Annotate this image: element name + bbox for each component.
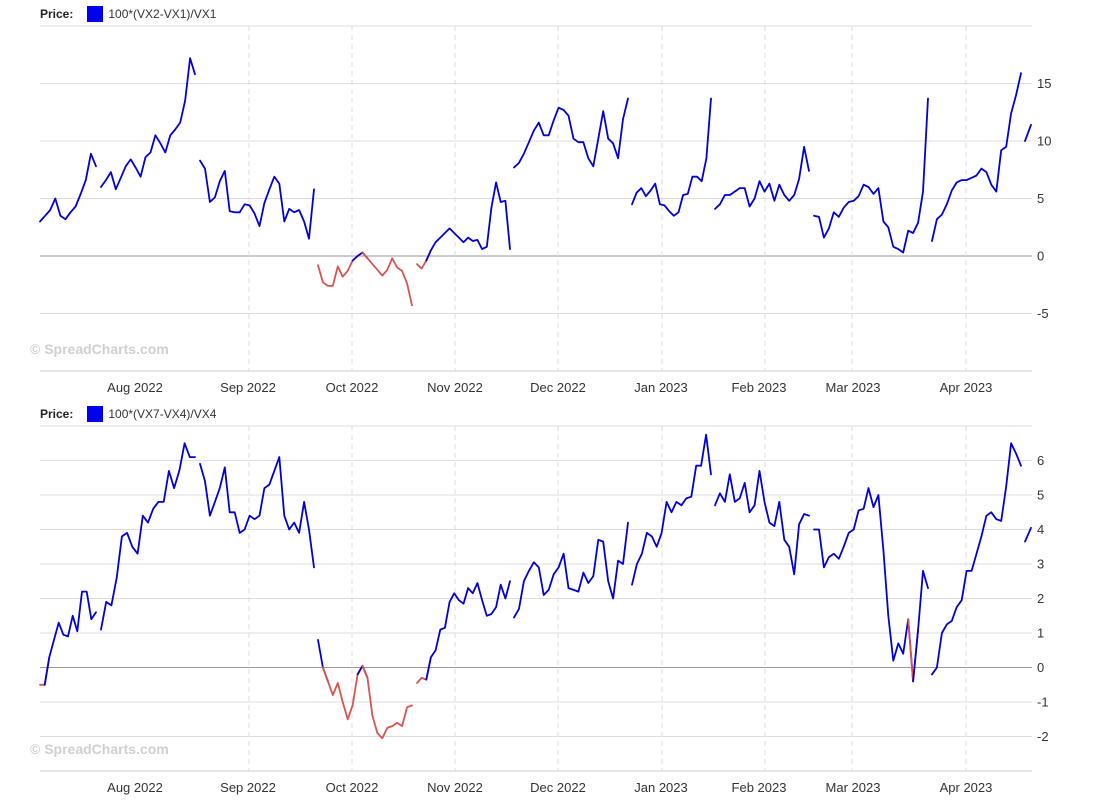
negative-segment [361, 251, 413, 307]
negative-segment [361, 664, 413, 740]
positive-segment [1024, 124, 1032, 142]
positive-segment [513, 521, 629, 619]
x-tick-label: Jan 2023 [634, 780, 688, 795]
positive-segment [631, 433, 712, 586]
positive-segment [813, 97, 929, 254]
y-tick-label: 5 [1037, 488, 1044, 503]
price-label: Price: [40, 407, 74, 421]
y-tick-label: 2 [1037, 591, 1044, 606]
positive-segment [931, 442, 1022, 676]
positive-segment [199, 456, 315, 569]
chart-panel-top: Price: 100*(VX2-VX1)/VX1 © SpreadCharts.… [30, 6, 1051, 395]
x-tick-label: Sep 2022 [220, 380, 276, 395]
series-line [39, 57, 1032, 307]
x-tick-label: Sep 2022 [220, 780, 276, 795]
x-tick-label: Mar 2023 [826, 380, 881, 395]
y-tick-label: 0 [1037, 660, 1044, 675]
y-tick-label: -1 [1037, 695, 1049, 710]
positive-segment [513, 97, 629, 169]
y-tick-label: 10 [1037, 134, 1051, 149]
negative-segment [321, 664, 364, 721]
series-line [39, 433, 1032, 740]
line-chart: © SpreadCharts.com -2 -1 0 1 2 3 4 5 6 Aug 2022 Sep… [30, 425, 1049, 795]
positive-segment [199, 159, 315, 240]
negative-segment [317, 255, 359, 287]
y-tick-label: 0 [1037, 249, 1044, 264]
positive-segment [100, 442, 196, 631]
positive-segment [813, 487, 914, 683]
positive-segment [912, 569, 929, 683]
x-tick-label: Dec 2022 [530, 780, 586, 795]
positive-segment [631, 97, 712, 217]
y-tick-label: 15 [1037, 76, 1051, 91]
x-tick-label: Feb 2023 [732, 780, 787, 795]
positive-segment [425, 580, 511, 681]
positive-segment [100, 57, 196, 191]
x-tick-label: Apr 2023 [940, 780, 993, 795]
y-tick-label: 6 [1037, 453, 1044, 468]
y-tick-label: 3 [1037, 557, 1044, 572]
x-tick-label: Oct 2022 [326, 780, 379, 795]
x-tick-label: Dec 2022 [530, 380, 586, 395]
series-color-swatch [87, 406, 104, 422]
x-tick-label: Mar 2023 [826, 780, 881, 795]
series-name: 100*(VX7-VX4)/VX4 [108, 407, 217, 421]
line-chart: © SpreadCharts.com -5 0 5 10 15 Aug 2022 Sep 20… [30, 25, 1051, 395]
positive-segment [1024, 526, 1032, 543]
x-tick-label: Aug 2022 [107, 780, 163, 795]
positive-segment [39, 152, 97, 223]
x-tick-label: Apr 2023 [940, 380, 993, 395]
watermark: © SpreadCharts.com [30, 341, 169, 357]
grid [40, 425, 1032, 772]
positive-segment [43, 590, 97, 686]
series-color-swatch [87, 6, 104, 22]
y-tick-label: -2 [1037, 729, 1049, 744]
x-tick-label: Feb 2023 [732, 380, 787, 395]
chart-panel-bottom: Price: 100*(VX7-VX4)/VX4 © SpreadCharts.… [0, 400, 1115, 800]
positive-segment [714, 145, 810, 210]
series-name: 100*(VX2-VX1)/VX1 [108, 7, 217, 21]
x-tick-label: Aug 2022 [107, 380, 163, 395]
legend: Price: 100*(VX2-VX1)/VX1 [40, 6, 216, 22]
grid [40, 25, 1032, 372]
legend: Price: 100*(VX7-VX4)/VX4 [40, 406, 216, 422]
positive-segment [931, 72, 1022, 242]
y-tick-label: -5 [1037, 306, 1049, 321]
x-tick-label: Nov 2022 [427, 380, 483, 395]
x-tick-label: Oct 2022 [326, 380, 379, 395]
positive-segment [714, 470, 810, 576]
y-tick-label: 5 [1037, 191, 1044, 206]
watermark: © SpreadCharts.com [30, 741, 169, 757]
positive-segment [425, 181, 511, 262]
y-tick-label: 4 [1037, 522, 1044, 537]
x-tick-label: Nov 2022 [427, 780, 483, 795]
price-label: Price: [40, 7, 74, 21]
y-tick-label: 1 [1037, 626, 1044, 641]
x-tick-label: Jan 2023 [634, 380, 688, 395]
